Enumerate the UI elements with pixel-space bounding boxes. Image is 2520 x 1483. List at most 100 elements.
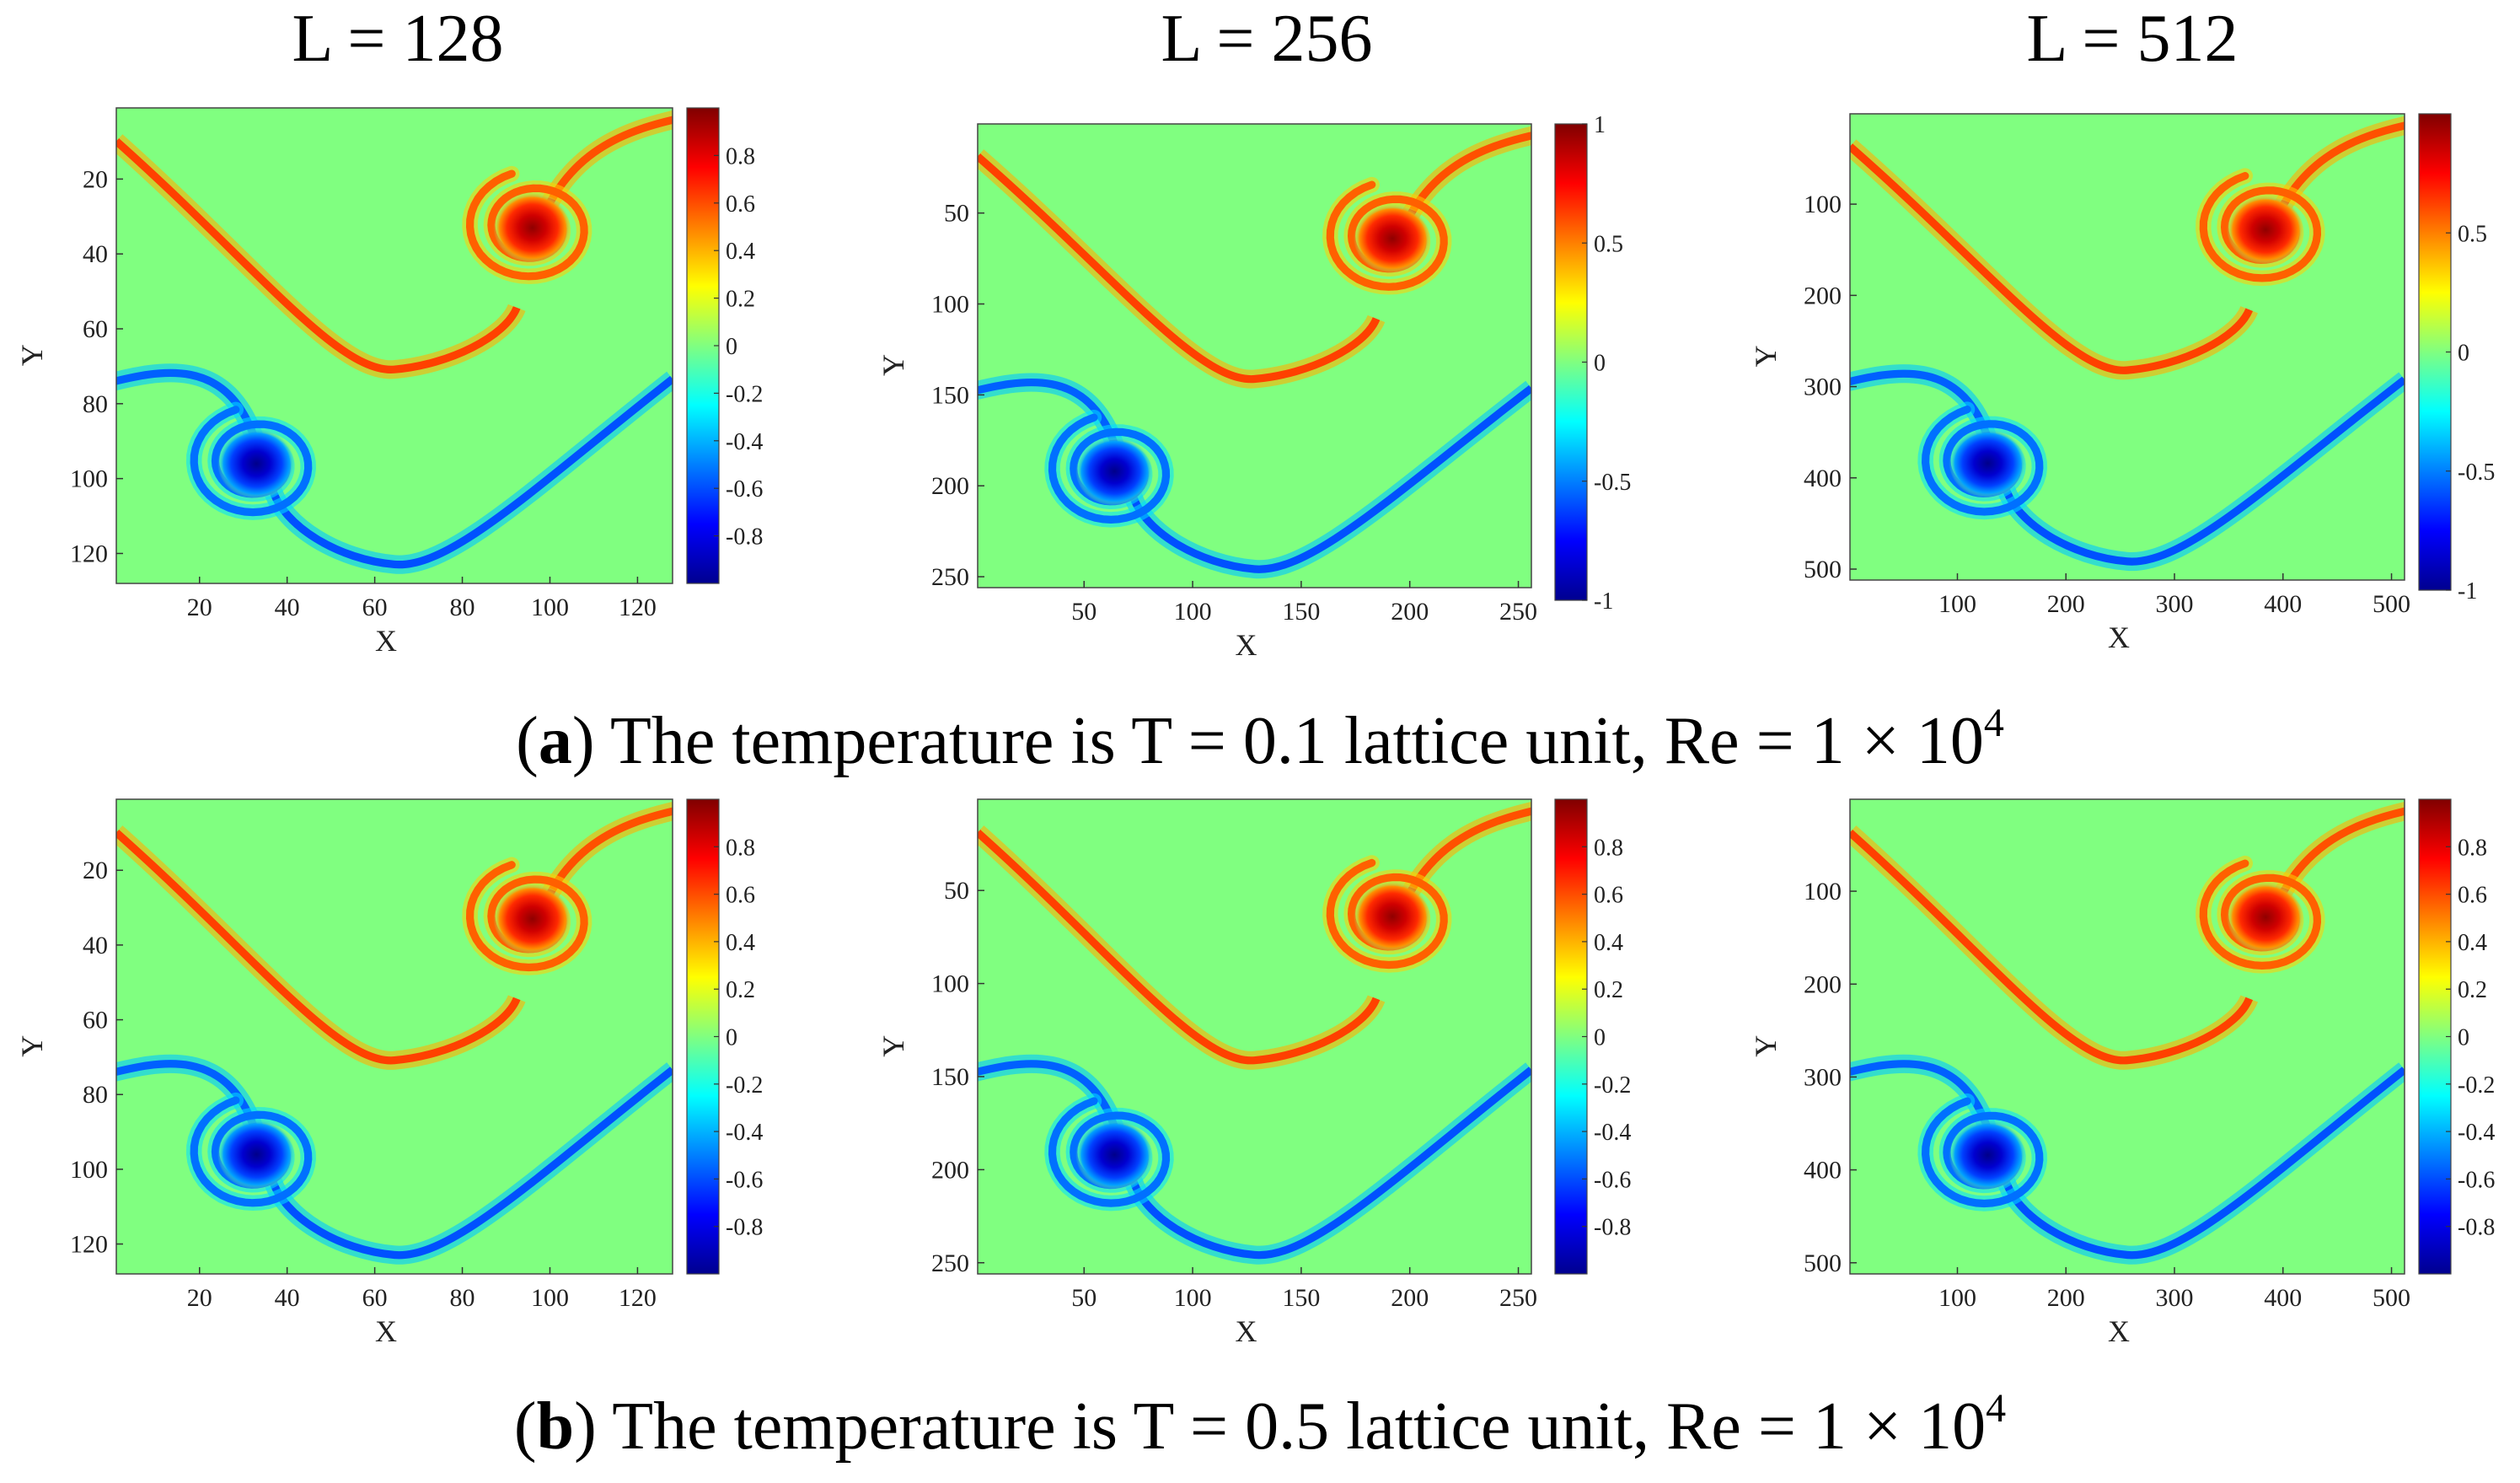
negative-vortex-core <box>1949 428 2027 498</box>
y-tick-label: 300 <box>1804 373 1842 401</box>
panel-b-512: 100 200 300 400 500 100 200 300 400 500 X Y 0.8 0.6 0.… <box>1749 798 2495 1348</box>
y-tick-label: 50 <box>944 877 969 905</box>
colorbar-tick-label: 0 <box>726 334 737 360</box>
y-tick-label: 150 <box>931 1063 969 1091</box>
x-tick-label: 80 <box>450 1284 475 1312</box>
y-tick-label: 100 <box>1804 191 1842 218</box>
x-tick-label: 200 <box>1391 1284 1429 1312</box>
colorbar-tick-label: -0.5 <box>1594 470 1631 496</box>
y-axis-label: Y <box>15 1035 49 1057</box>
y-tick-label: 400 <box>1804 465 1842 492</box>
y-axis-label: Y <box>877 354 910 376</box>
colorbar-tick-label: 0.4 <box>2458 930 2487 956</box>
y-tick-label: 250 <box>931 1249 969 1277</box>
colorbar <box>1554 798 1588 1275</box>
background-field <box>978 124 1531 588</box>
x-tick-label: 40 <box>275 1284 300 1312</box>
y-tick-label: 40 <box>83 932 108 959</box>
colorbar-tick-label: -0.2 <box>2458 1072 2495 1099</box>
panel-a-128: 20 40 60 80 100 120 20 40 60 80 100 120 X Y 0.8 0.6 0.4 0… <box>15 107 763 658</box>
x-tick-label: 250 <box>1499 1284 1537 1312</box>
background-field <box>1850 799 2405 1274</box>
x-tick-label: 100 <box>531 1284 569 1312</box>
colorbar-tick-label: 0.2 <box>1594 977 1623 1003</box>
column-header-l512: L = 512 <box>2026 2 2238 76</box>
x-tick-label: 50 <box>1071 1284 1096 1312</box>
positive-shear-layer <box>978 829 1381 1065</box>
colorbar-tick-label: -0.2 <box>1594 1072 1631 1099</box>
negative-tail <box>116 368 260 443</box>
y-tick-label: 300 <box>1804 1063 1842 1091</box>
panels: 20 40 60 80 100 12020406080100120XY0.80.60.40… <box>15 107 2495 1348</box>
x-tick-label: 250 <box>1499 598 1537 626</box>
x-tick-label: 100 <box>1174 598 1212 626</box>
negative-vortex-core <box>1075 436 1154 507</box>
negative-tail <box>978 378 1120 450</box>
colorbar-tick-label: 0.2 <box>726 977 755 1003</box>
caption-row-b: (b) The temperature is T = 0.5 lattice u… <box>514 1386 2006 1464</box>
x-tick-label: 150 <box>1282 1284 1320 1312</box>
colorbar-tick-label: -0.8 <box>1594 1215 1631 1241</box>
background-field <box>116 108 673 583</box>
background-field <box>116 799 673 1274</box>
y-tick-label: 100 <box>931 970 969 998</box>
y-tick-label: 20 <box>83 165 108 193</box>
column-header-l256: L = 256 <box>1161 2 1372 76</box>
y-tick-label: 100 <box>931 291 969 319</box>
positive-vortex-core <box>2227 881 2305 954</box>
colorbar-tick-label: -0.4 <box>726 429 763 455</box>
caption-b-text: The temperature is T = 0.5 lattice unit,… <box>612 1389 1986 1464</box>
caption-row-a: (a) The temperature is T = 0.1 lattice u… <box>516 701 2004 778</box>
x-tick-label: 200 <box>2047 590 2085 618</box>
colorbar-tick-label: 0.4 <box>726 239 755 265</box>
caption-a-text: The temperature is T = 0.1 lattice unit,… <box>610 704 1984 778</box>
x-tick-label: 500 <box>2373 1284 2410 1312</box>
positive-shear-layer <box>116 829 521 1065</box>
positive-vortex-core <box>493 191 571 264</box>
panel-b-128: 20 40 60 80 100 120 20 40 60 80 100 120 X Y 0.8 0.6 0.4 0… <box>15 798 763 1348</box>
y-axis-label: Y <box>1749 346 1783 368</box>
y-tick-label: 100 <box>1804 878 1842 905</box>
colorbar-tick-label: 0 <box>2458 1025 2469 1051</box>
y-tick-label: 60 <box>83 315 108 343</box>
colorbar-tick-label: 0.4 <box>1594 930 1623 956</box>
colorbar-tick-label: -0.4 <box>1594 1120 1631 1146</box>
plot-area <box>978 124 1531 588</box>
x-axis-label: X <box>2108 1314 2130 1348</box>
y-tick-label: 80 <box>83 390 108 418</box>
y-tick-label: 60 <box>83 1007 108 1034</box>
colorbar <box>2418 798 2452 1275</box>
negative-shear-layer <box>268 375 673 569</box>
positive-vortex-core <box>2227 194 2305 265</box>
negative-vortex-core <box>1949 1119 2027 1191</box>
x-tick-label: 100 <box>531 594 569 621</box>
y-tick-label: 20 <box>83 857 108 884</box>
negative-vortex-core <box>217 427 296 500</box>
x-tick-label: 60 <box>362 1284 388 1312</box>
negative-shear-layer <box>268 1067 673 1260</box>
negative-tail <box>1850 1060 1992 1133</box>
background-field <box>1850 114 2405 580</box>
negative-shear-layer <box>2001 376 2405 566</box>
negative-tail <box>978 1060 1120 1133</box>
colorbar-tick-label: 0.2 <box>726 287 755 313</box>
colorbar-tick-label: -0.6 <box>1594 1167 1631 1193</box>
y-tick-label: 120 <box>70 1231 108 1259</box>
x-tick-label: 60 <box>362 594 388 621</box>
y-axis-label: Y <box>15 344 49 366</box>
caption-a-label: a <box>539 704 572 778</box>
colorbar-tick-label: 0.4 <box>726 930 755 956</box>
y-tick-label: 500 <box>1804 556 1842 583</box>
colorbar-tick-label: -0.4 <box>726 1120 763 1146</box>
colorbar-tick-label: 0.5 <box>2458 221 2487 247</box>
plot-frame <box>115 798 673 1275</box>
plot-frame <box>977 798 1532 1275</box>
colorbar <box>2418 113 2452 591</box>
negative-shear-layer <box>1129 1067 1531 1260</box>
y-axis-label: Y <box>1749 1035 1783 1057</box>
colorbar-tick-label: -0.4 <box>2458 1120 2495 1146</box>
x-tick-label: 120 <box>619 594 657 621</box>
plot-frame <box>977 123 1532 588</box>
x-tick-label: 300 <box>2156 1284 2194 1312</box>
